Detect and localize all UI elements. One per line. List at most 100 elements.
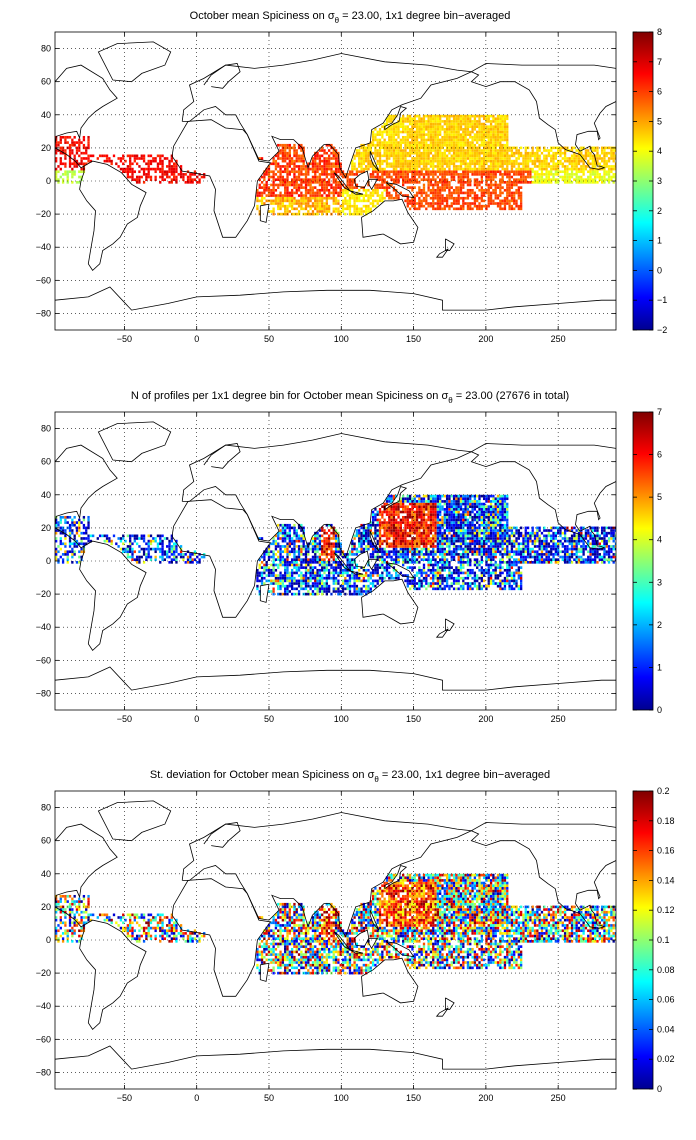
heatmap-cell (374, 529, 377, 532)
heatmap-cell (355, 592, 359, 596)
heatmap-cell (360, 547, 363, 551)
heatmap-cell (325, 170, 328, 174)
heatmap-cell (487, 143, 490, 147)
heatmap-cell (390, 531, 393, 535)
heatmap-cell (161, 555, 164, 559)
heatmap-cell (300, 547, 303, 551)
heatmap-cell (196, 561, 199, 564)
heatmap-cell (499, 143, 502, 147)
heatmap-cell (457, 165, 460, 168)
heatmap-cell (436, 167, 440, 171)
heatmap-cell (295, 531, 298, 535)
heatmap-cell (59, 515, 62, 519)
heatmap-cell (519, 162, 523, 166)
heatmap-cell (385, 141, 389, 144)
heatmap-cell (464, 122, 467, 126)
heatmap-cell (334, 576, 338, 580)
heatmap-cell (334, 196, 338, 200)
heatmap-cell (443, 114, 446, 118)
heatmap-cell (277, 202, 280, 205)
heatmap-cell (591, 157, 595, 160)
heatmap-cell (385, 566, 389, 569)
heatmap-cell (358, 529, 361, 532)
heatmap-cell (59, 149, 62, 152)
heatmap-cell (272, 558, 275, 561)
heatmap-cell (369, 175, 372, 179)
heatmap-cell (499, 120, 502, 123)
heatmap-cell (297, 534, 301, 538)
heatmap-cell (441, 175, 444, 179)
heatmap-cell (330, 191, 333, 195)
heatmap-cell (193, 173, 197, 176)
heatmap-cell (365, 592, 368, 596)
heatmap-cell (443, 135, 446, 139)
heatmap-cell (142, 159, 146, 163)
heatmap-cell (316, 568, 319, 572)
heatmap-cell (573, 159, 576, 163)
heatmap-cell (515, 202, 518, 205)
heatmap-cell (286, 590, 289, 593)
heatmap-cell (397, 510, 400, 514)
heatmap-cell (272, 553, 275, 556)
heatmap-cell (469, 181, 472, 184)
heatmap-cell (582, 178, 585, 181)
heatmap-cell (445, 178, 449, 181)
heatmap-cell (517, 165, 520, 168)
heatmap-cell (302, 547, 305, 551)
heatmap-cell (330, 186, 333, 189)
heatmap-cell (404, 165, 407, 168)
heatmap-cell (614, 173, 616, 176)
heatmap-cell (439, 138, 442, 142)
heatmap-cell (480, 199, 483, 203)
heatmap-cell (309, 183, 312, 187)
heatmap-cell (476, 204, 479, 208)
heatmap-cell (145, 555, 148, 559)
heatmap-cell (286, 531, 289, 535)
heatmap-cell (87, 157, 90, 160)
heatmap-cell (427, 125, 430, 129)
heatmap-cell (466, 170, 470, 174)
heatmap-cell (353, 553, 356, 556)
heatmap-cell (452, 114, 456, 118)
heatmap-cell (494, 130, 497, 134)
heatmap-cell (399, 175, 403, 179)
heatmap-cell (508, 175, 511, 179)
heatmap-cell (300, 526, 303, 530)
heatmap-cell (330, 537, 333, 540)
heatmap-cell (358, 579, 361, 583)
heatmap-cell (277, 170, 280, 174)
heatmap-cell (376, 510, 379, 514)
heatmap-cell (302, 529, 305, 532)
heatmap-cell (295, 587, 298, 591)
heatmap-cell (371, 170, 375, 174)
heatmap-cell (135, 558, 139, 561)
heatmap-cell (448, 191, 451, 195)
heatmap-cell (355, 563, 359, 567)
heatmap-cell (448, 141, 451, 144)
heatmap-cell (395, 550, 398, 554)
heatmap-cell (383, 170, 386, 174)
heatmap-cell (462, 191, 465, 195)
heatmap-cell (533, 175, 537, 179)
heatmap-cell (175, 542, 178, 546)
heatmap-cell (332, 553, 335, 556)
heatmap-cell (119, 547, 123, 551)
heatmap-cell (367, 196, 370, 200)
heatmap-cell (355, 550, 359, 554)
heatmap-cell (371, 545, 375, 548)
heatmap-cell (436, 146, 440, 150)
heatmap-cell (272, 194, 275, 197)
heatmap-cell (519, 167, 523, 171)
heatmap-cell (508, 202, 511, 205)
heatmap-cell (279, 207, 282, 211)
heatmap-cell (443, 143, 446, 147)
heatmap-cell (374, 154, 377, 158)
heatmap-cell (376, 186, 379, 189)
heatmap-cell (369, 523, 372, 527)
heatmap-cell (369, 149, 372, 152)
heatmap-cell (427, 128, 430, 131)
heatmap-cell (395, 138, 398, 142)
heatmap-cell (362, 154, 365, 158)
heatmap-cell (492, 202, 495, 205)
heatmap-cell (441, 159, 444, 163)
